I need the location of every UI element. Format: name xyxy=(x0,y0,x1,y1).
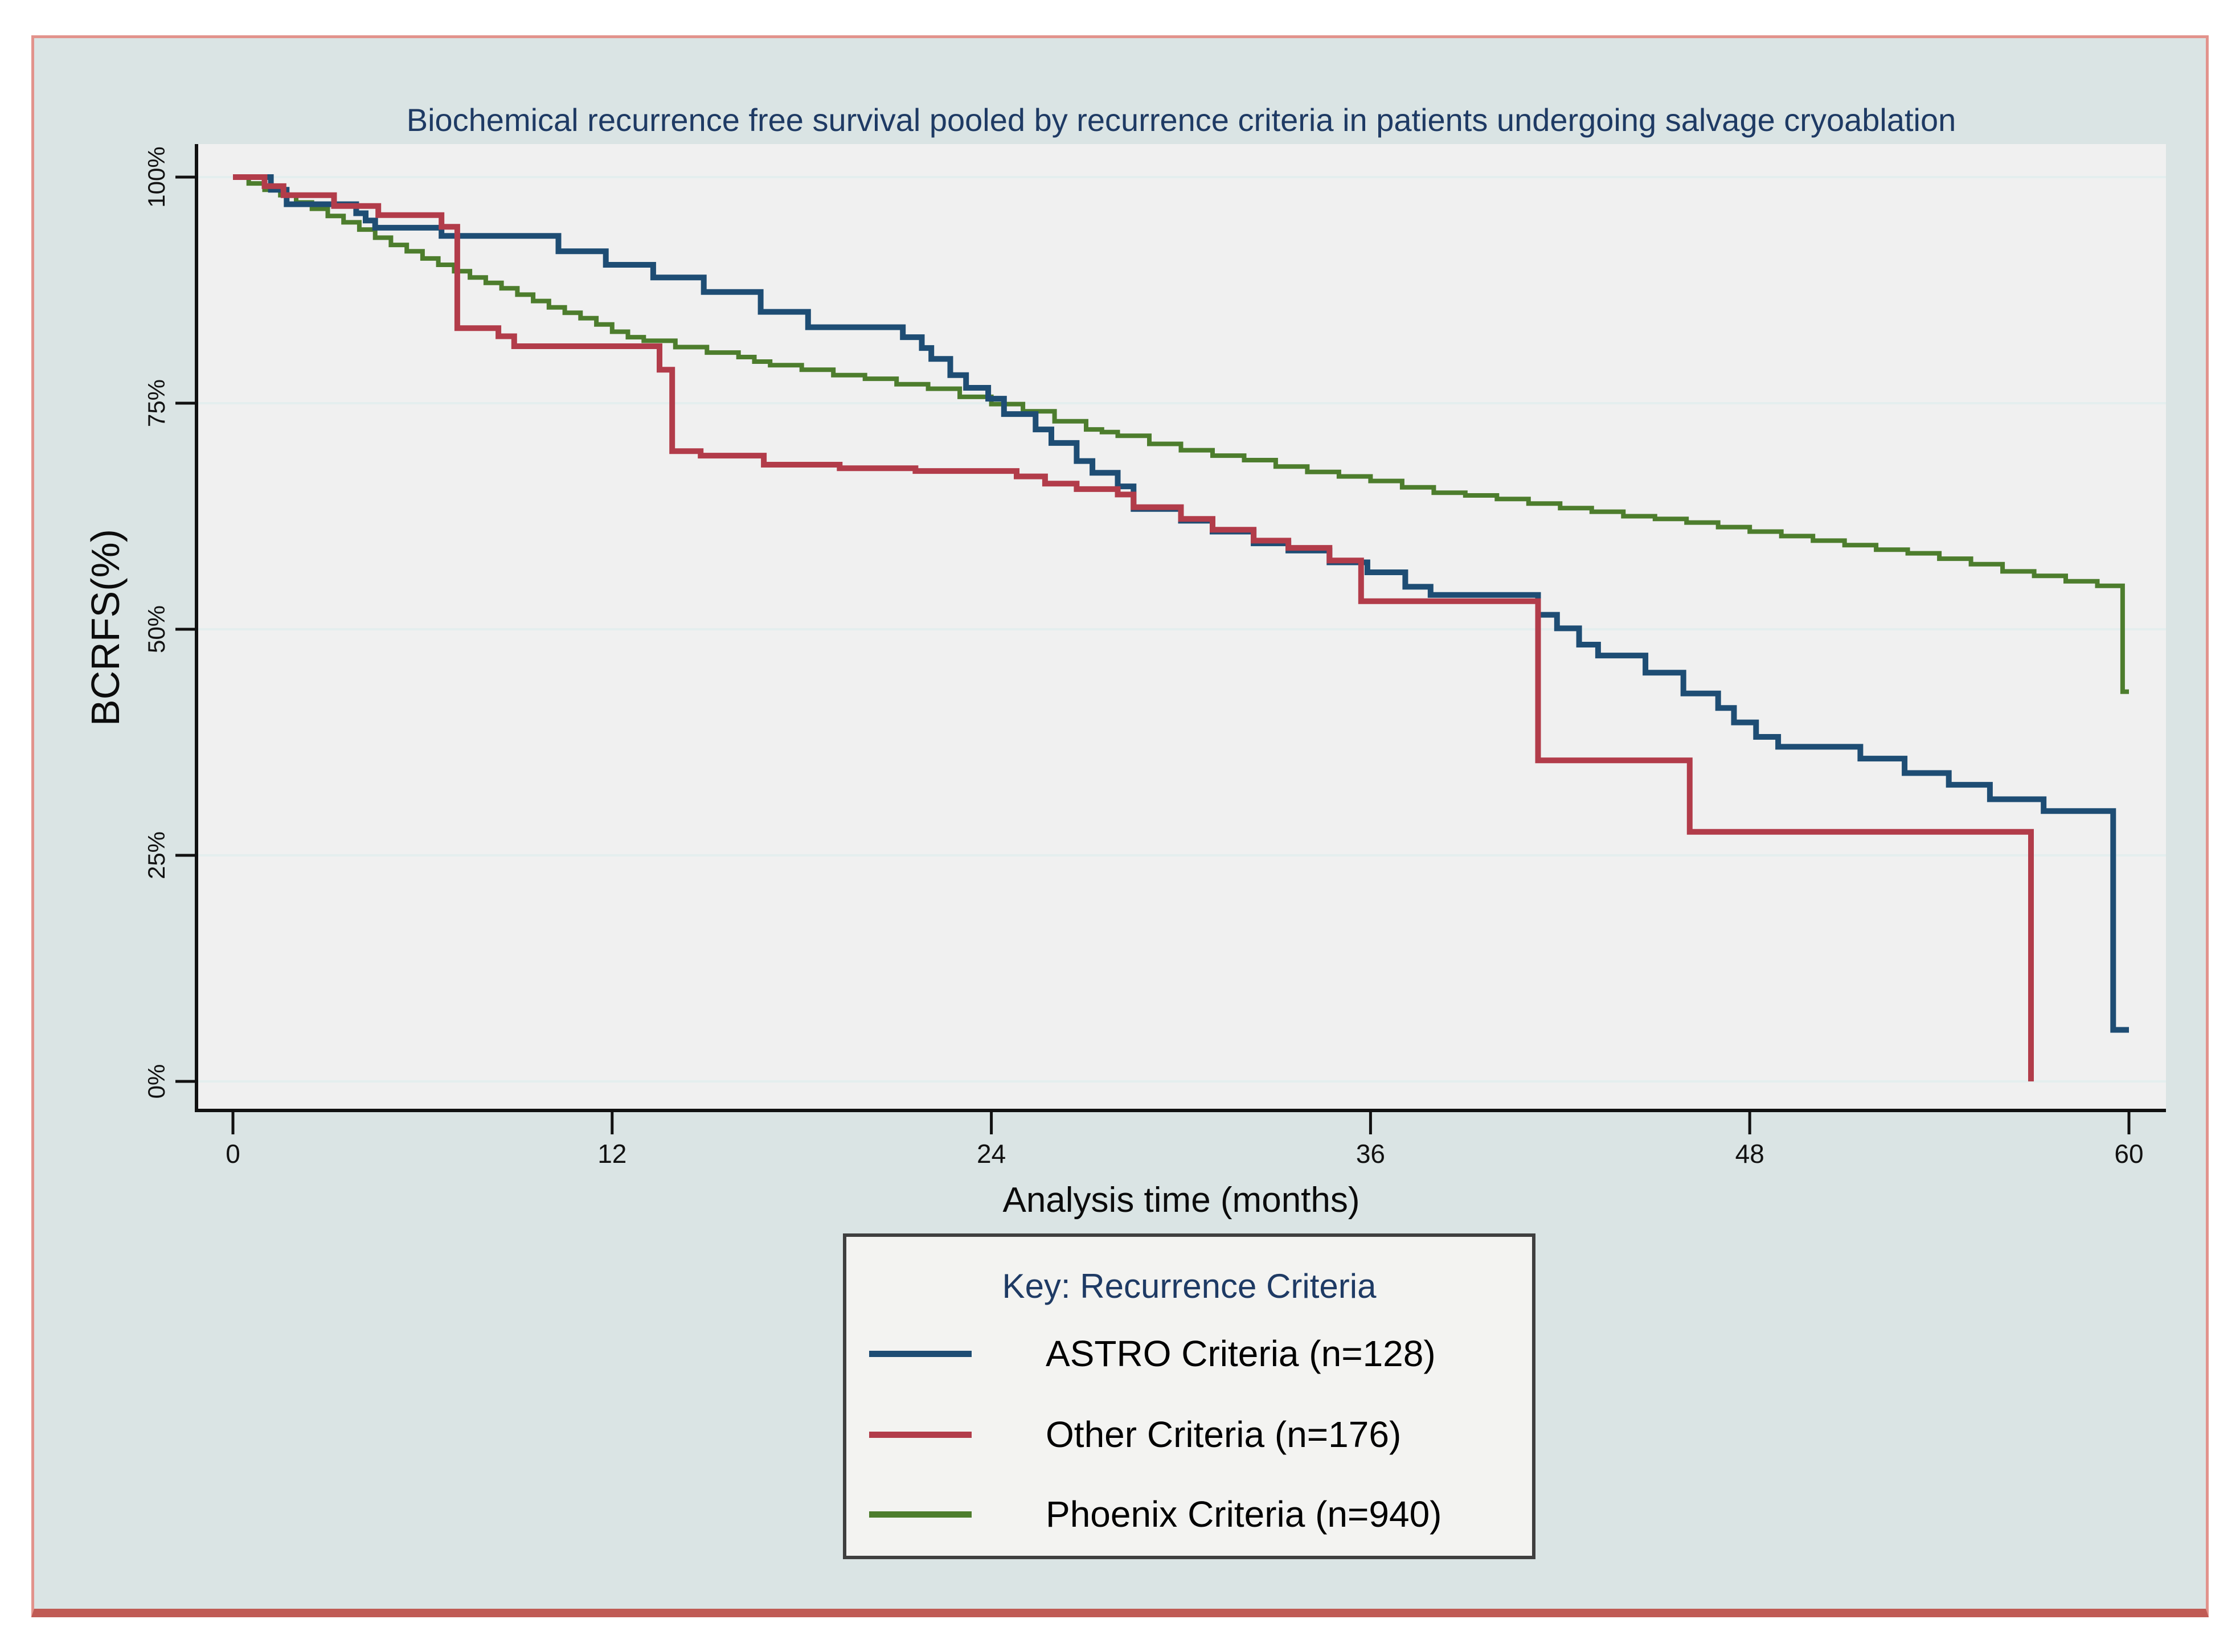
legend-item-astro: ASTRO Criteria (n=128) xyxy=(869,1328,1436,1379)
plot-background-rect xyxy=(196,144,2166,1112)
gridlines xyxy=(196,176,2166,1083)
legend-item-phoenix: Phoenix Criteria (n=940) xyxy=(869,1489,1442,1540)
tick-labels: 0% 25% 50% 75% 100% 0 12 24 36 48 60 xyxy=(143,146,2143,1169)
curve-other xyxy=(233,174,2034,1081)
legend-label: ASTRO Criteria (n=128) xyxy=(1046,1333,1436,1374)
tick-marks xyxy=(175,175,2131,1134)
legend-title: Key: Recurrence Criteria xyxy=(1002,1267,1377,1305)
legend-swatch-other xyxy=(869,1431,972,1438)
y-tick-label-0: 0% xyxy=(143,1064,170,1099)
x-tick-label-0: 0 xyxy=(226,1139,240,1169)
legend: Key: Recurrence Criteria ASTRO Criteria … xyxy=(843,1233,1535,1559)
y-tick-label-100: 100% xyxy=(143,146,170,207)
y-tick-label-25: 25% xyxy=(143,831,170,879)
legend-label: Phoenix Criteria (n=940) xyxy=(1046,1494,1442,1535)
chart-title: Biochemical recurrence free survival poo… xyxy=(406,102,1956,138)
legend-label: Other Criteria (n=176) xyxy=(1046,1414,1402,1455)
x-tick-label-48: 48 xyxy=(1735,1139,1764,1169)
x-tick-label-12: 12 xyxy=(597,1139,626,1169)
y-tick-label-75: 75% xyxy=(143,379,170,427)
x-tick-label-60: 60 xyxy=(2114,1139,2143,1169)
y-axis-label: BCRFS(%) xyxy=(83,528,128,727)
survival-curves xyxy=(233,174,2129,1081)
legend-swatch-phoenix xyxy=(869,1511,972,1518)
x-tick-label-36: 36 xyxy=(1356,1139,1385,1169)
legend-item-other: Other Criteria (n=176) xyxy=(869,1409,1401,1460)
legend-swatch-astro xyxy=(869,1350,972,1357)
plot-background xyxy=(196,144,2166,1112)
y-tick-label-50: 50% xyxy=(143,605,170,653)
x-tick-label-24: 24 xyxy=(977,1139,1006,1169)
x-axis-label: Analysis time (months) xyxy=(1002,1180,1360,1220)
